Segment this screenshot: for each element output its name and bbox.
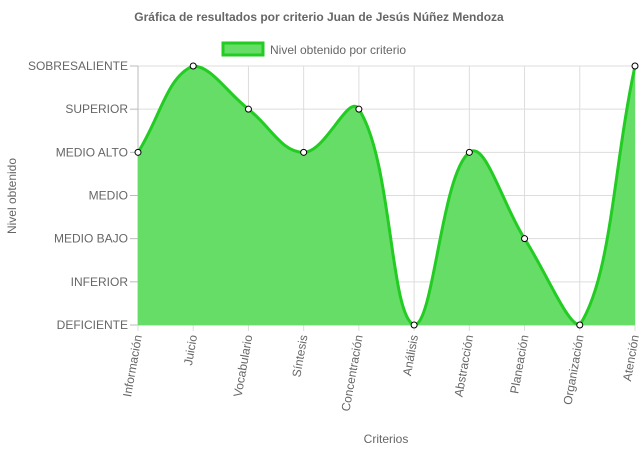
x-tick-labels: Información Juicio Vocabulario Síntesis Conc… [120,333,639,412]
y-tick-label: MEDIO BAJO [54,232,128,246]
data-point[interactable] [410,321,418,329]
y-tick-label: MEDIO [89,189,128,203]
y-tick-label: SOBRESALIENTE [28,59,128,73]
x-tick-label: Abstracción [452,334,477,398]
data-points [134,62,639,329]
x-tick-label: Organización [561,334,587,406]
x-axis-title: Criterios [364,432,409,446]
chart-title: Gráfica de resultados por criterio Juan … [134,10,504,24]
data-point[interactable] [355,105,363,113]
legend-swatch [221,41,265,57]
x-tick-label: Síntesis [289,334,310,378]
legend[interactable]: Nivel obtenido por criterio [221,41,406,57]
x-tick-label: Atención [620,334,639,382]
x-tick-label: Vocabulario [231,333,256,398]
y-tick-labels: DEFICIENTE INFERIOR MEDIO BAJO MEDIO MEDIO A… [28,59,128,332]
data-point[interactable] [631,62,639,70]
data-point[interactable] [300,148,308,156]
x-tick-label: Juicio [181,333,200,366]
data-point[interactable] [189,62,197,70]
y-tick-label: SUPERIOR [65,102,128,116]
y-tick-label: MEDIO ALTO [56,145,128,159]
data-point[interactable] [465,148,473,156]
data-point[interactable] [521,235,529,243]
x-tick-label: Concentración [339,334,366,413]
y-axis-title: Nivel obtenido [5,158,19,234]
y-tick-label: DEFICIENTE [57,318,128,332]
x-tick-label: Análisis [400,334,421,377]
area-fill [138,66,635,325]
data-point[interactable] [134,148,142,156]
y-tick-label: INFERIOR [71,275,129,289]
data-point[interactable] [576,321,584,329]
x-tick-label: Información [120,334,145,398]
data-point[interactable] [244,105,252,113]
x-tick-label: Planeación [507,334,531,395]
legend-label: Nivel obtenido por criterio [270,43,406,57]
